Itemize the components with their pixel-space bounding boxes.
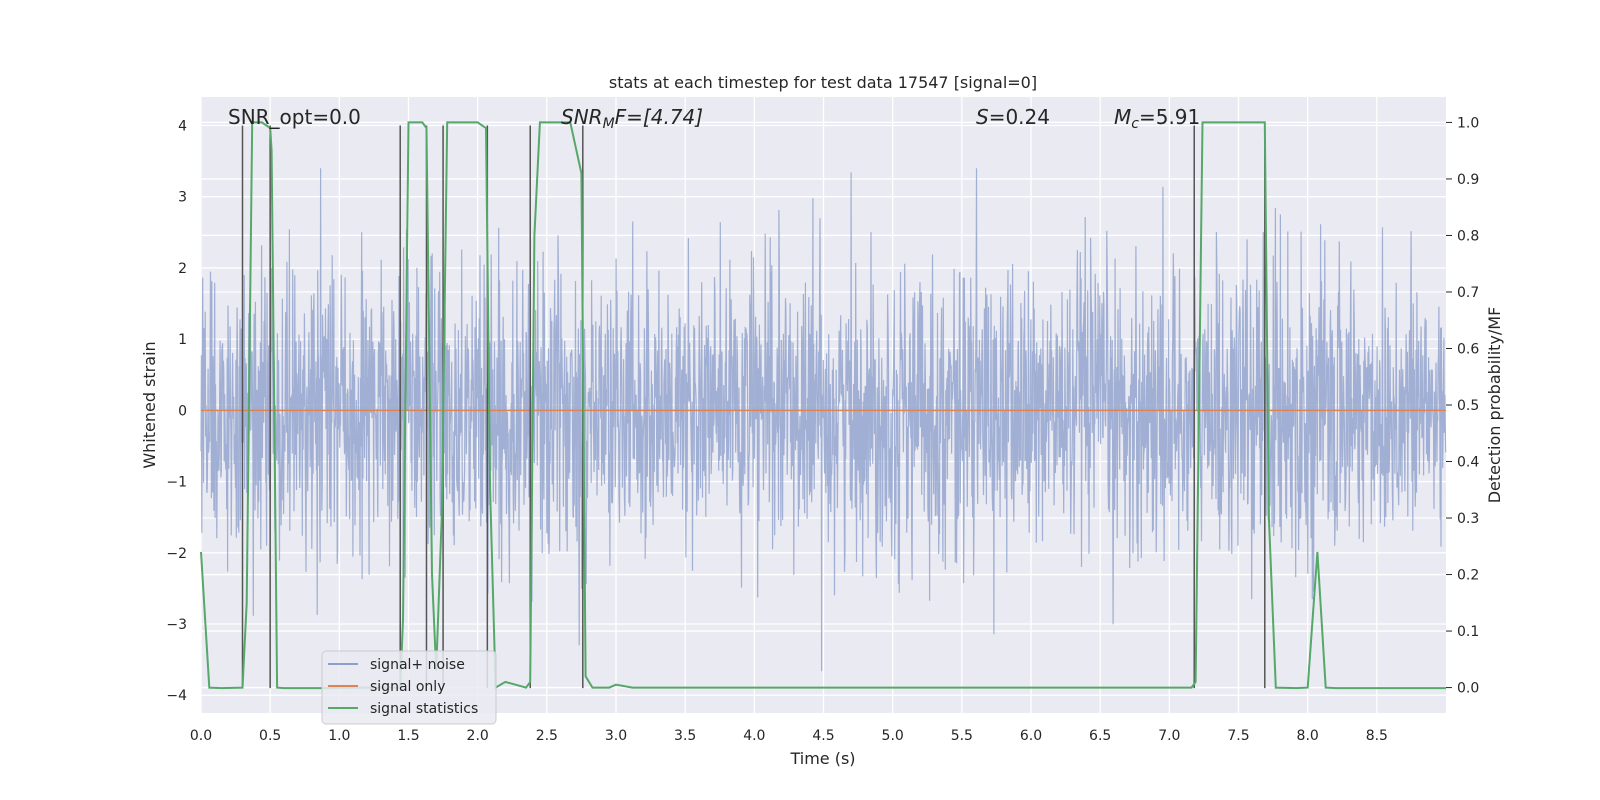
- x-tick-label: 6.0: [1020, 728, 1042, 744]
- annotation-snr-mf: SNRMF=[4.74]: [561, 105, 703, 132]
- annotation-s-sym: S: [976, 105, 989, 129]
- annotation-mc: Mc=5.91: [1114, 105, 1200, 132]
- y2-tick-label: 0.3: [1457, 511, 1479, 527]
- y-tick-label: −2: [166, 546, 187, 562]
- y-tick-label: −3: [166, 617, 187, 633]
- y-axis-label: Whitened strain: [140, 341, 159, 468]
- y2-tick-label: 0.7: [1457, 285, 1479, 301]
- annotation-mc-sym: M: [1114, 105, 1131, 129]
- y2-tick-label: 1.0: [1457, 115, 1479, 131]
- series-signal-plus-noise: [200, 168, 1447, 675]
- y2-tick-label: 0.4: [1457, 455, 1479, 471]
- annotation-snr-opt: SNR_opt=0.0: [228, 105, 361, 129]
- annotation-s-rest: =0.24: [989, 105, 1050, 129]
- x-tick-label: 1.0: [328, 728, 350, 744]
- x-tick-label: 0.0: [190, 728, 212, 744]
- y2-tick-label: 0.1: [1457, 624, 1479, 640]
- noise-line: [200, 168, 1447, 675]
- x-tick-label: 6.5: [1089, 728, 1111, 744]
- signal-statistics-line: [200, 121, 1446, 690]
- legend-label-signal-statistics: signal statistics: [370, 701, 478, 717]
- x-tick-label: 4.5: [812, 728, 834, 744]
- y2-axis-label: Detection probability/MF: [1485, 307, 1504, 504]
- y-tick-label: 4: [178, 118, 187, 134]
- x-tick-label: 5.5: [951, 728, 973, 744]
- x-tick-label: 7.5: [1227, 728, 1249, 744]
- legend: signal+ noise signal only signal statist…: [321, 650, 497, 725]
- x-tick-label: 1.5: [397, 728, 419, 744]
- legend-label-signal-plus-noise: signal+ noise: [370, 657, 465, 673]
- x-tick-label: 8.0: [1297, 728, 1319, 744]
- x-tick-label: 2.5: [536, 728, 558, 744]
- y2-tick-label: 0.0: [1457, 681, 1479, 697]
- y2-tick-label: 0.6: [1457, 341, 1479, 357]
- chart-title: stats at each timestep for test data 175…: [609, 73, 1037, 92]
- annotation-mc-rest: =5.91: [1139, 105, 1200, 129]
- y2-tick-label: 0.8: [1457, 228, 1479, 244]
- y-tick-label: −1: [166, 475, 187, 491]
- y2-tick-label: 0.2: [1457, 568, 1479, 584]
- annotation-mc-sub: c: [1131, 116, 1139, 132]
- y-tick-label: 1: [178, 332, 187, 348]
- y-tick-label: 0: [178, 403, 187, 419]
- x-tick-label: 4.0: [743, 728, 765, 744]
- annotation-s: S=0.24: [976, 105, 1050, 129]
- x-tick-label: 0.5: [259, 728, 281, 744]
- x-tick-labels: 0.0 0.5 1.0 1.5 2.0 2.5 3.0 3.5 4.0 4.5 5.0 5.5 6.0 6…: [190, 728, 1388, 744]
- y-tick-labels: 4 3 2 1 0 −1 −2 −3 −4: [166, 118, 187, 704]
- x-tick-label: 5.0: [882, 728, 904, 744]
- x-axis-label: Time (s): [789, 749, 855, 768]
- y2-tick-labels: 1.0 0.9 0.8 0.7 0.6 0.5 0.4 0.3 0.2 0.1 0.0: [1446, 115, 1479, 697]
- series-signal-statistics: [200, 121, 1446, 690]
- y-tick-label: −4: [166, 688, 187, 704]
- annotation-snr-mf-sub: M: [603, 116, 615, 132]
- legend-label-signal-only: signal only: [370, 679, 445, 695]
- y2-tick-label: 0.9: [1457, 172, 1479, 188]
- x-tick-label: 2.0: [467, 728, 489, 744]
- y-tick-label: 2: [178, 261, 187, 277]
- y-tick-label: 3: [178, 190, 187, 206]
- annotation-snr-mf-base: SNR: [561, 105, 603, 129]
- y2-tick-label: 0.5: [1457, 398, 1479, 414]
- legend-box: [321, 650, 497, 725]
- x-tick-label: 8.5: [1366, 728, 1388, 744]
- x-tick-label: 3.0: [605, 728, 627, 744]
- x-tick-label: 3.5: [674, 728, 696, 744]
- x-tick-label: 7.0: [1158, 728, 1180, 744]
- annotation-snr-mf-rest: F=[4.74]: [615, 105, 703, 129]
